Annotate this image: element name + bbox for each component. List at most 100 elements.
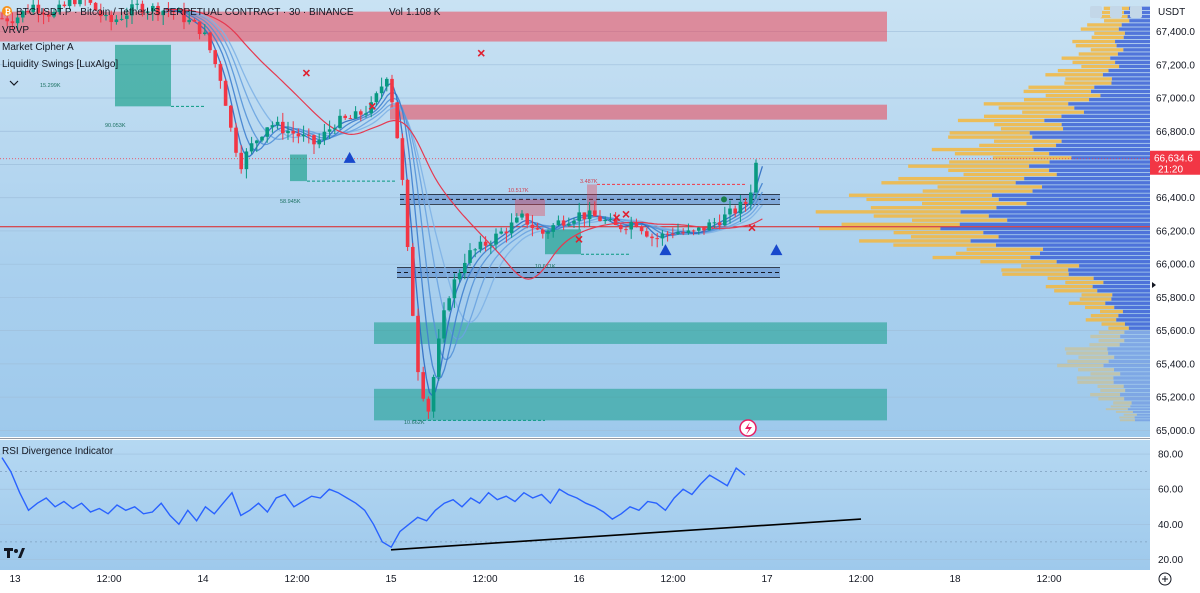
rsi-axis[interactable]: 80.00 60.00 40.00 20.00 [1158, 450, 1183, 566]
candle-body [442, 310, 446, 339]
vp-bar-down [1111, 77, 1150, 81]
vp-bar-up [1078, 52, 1118, 56]
vp-bar-down [1007, 218, 1150, 222]
candle-body [62, 4, 67, 7]
candle-body [452, 279, 457, 299]
candle-body [582, 212, 587, 220]
candle-body [218, 64, 223, 81]
alert-icon[interactable] [739, 419, 757, 437]
vp-bar-down [1113, 376, 1150, 380]
candle-body [468, 250, 472, 263]
vp-bar-down [1068, 268, 1150, 272]
candle-body [593, 210, 597, 217]
vp-bar-down [1033, 147, 1150, 152]
candle-body [379, 86, 384, 94]
sell-signal-cross [622, 210, 630, 218]
sell-signal-cross [613, 214, 621, 222]
candle-body [400, 138, 405, 180]
candle-body [41, 12, 46, 15]
indicator-market-cipher[interactable]: Market Cipher A [2, 42, 74, 53]
candle-body [31, 4, 35, 13]
volume-label: Vol [389, 7, 403, 18]
candle-body [67, 0, 72, 7]
signal-markers [302, 49, 783, 256]
candle-body [57, 4, 61, 12]
vp-bar-down [1111, 297, 1150, 301]
candle-body [426, 398, 431, 412]
time-tick-label: 17 [761, 574, 773, 585]
liquidity-box [115, 44, 171, 107]
vp-bar-down [1024, 176, 1150, 181]
candle-body [437, 338, 441, 377]
candle-body [364, 113, 368, 115]
rsi-pane-background [0, 440, 1150, 570]
symbol-title[interactable]: BTCUSDT.P · Bitcoin / TetherUS PERPETUAL… [16, 7, 354, 18]
vp-bar-up [931, 147, 1034, 152]
vp-bar-up [1087, 23, 1122, 27]
vp-bar-up [1094, 31, 1125, 35]
candle-body [15, 17, 20, 24]
candle-body [702, 227, 706, 231]
candle-body [286, 130, 290, 134]
candle-body [509, 222, 514, 234]
candle-body [359, 111, 363, 115]
candle-body [577, 212, 581, 221]
candle-body [556, 220, 561, 226]
vp-bar-up [980, 260, 1057, 264]
vp-bar-up [992, 156, 1072, 160]
candle-body [639, 226, 644, 232]
candle-body [343, 115, 347, 119]
currency-label[interactable]: USDT [1158, 7, 1185, 18]
vp-bar-up [1057, 68, 1109, 73]
vp-bar-down [1089, 98, 1150, 102]
tradingview-logo-icon[interactable] [4, 548, 25, 558]
maximize-icon[interactable] [1110, 6, 1122, 18]
vp-bar-down [1030, 255, 1150, 260]
liquidity-label: 10.517K [508, 188, 529, 194]
vp-bar-down [1093, 276, 1150, 281]
candle-body [307, 134, 311, 136]
candle-body [728, 208, 732, 215]
rsi-title[interactable]: RSI Divergence Indicator [2, 446, 114, 457]
more-icon[interactable] [1130, 6, 1142, 18]
volume-value: 1.108 K [406, 7, 441, 18]
vp-bar-up [949, 131, 1030, 135]
vp-bar-up [893, 230, 984, 235]
sell-signal-cross [575, 235, 583, 243]
indicator-vrvp[interactable]: VRVP [2, 25, 29, 36]
liquidity-box [290, 154, 307, 182]
candle-body [717, 222, 722, 226]
vp-bar-up [1054, 289, 1098, 293]
vp-bar-down [1015, 181, 1150, 185]
vp-bar-up [815, 210, 961, 214]
goto-realtime-icon[interactable] [1158, 572, 1172, 586]
candle-body [338, 115, 342, 129]
vp-bar-down [1102, 73, 1150, 77]
candle-body [177, 9, 181, 12]
candle-body [265, 127, 269, 137]
vp-bar-down [1061, 122, 1150, 127]
candle-body [676, 232, 680, 234]
sell-signal-cross [302, 69, 310, 77]
rsi-tick-label: 80.00 [1158, 450, 1183, 461]
vp-bar-up [898, 176, 1025, 181]
indicator-liquidity-swings[interactable]: Liquidity Swings [LuxAlgo] [2, 59, 118, 70]
vp-bar-up [873, 214, 989, 218]
time-axis[interactable]: 13 12:00 14 12:00 15 12:00 16 12:00 17 12:00 18 12:… [9, 574, 1062, 585]
candle-body [312, 135, 316, 145]
price-tick-label: 67,000.0 [1156, 94, 1195, 105]
candle-body [78, 0, 82, 5]
candle-body [608, 219, 613, 221]
chevron-down-icon[interactable] [9, 80, 19, 86]
candle-body [213, 50, 217, 65]
price-tick-label: 66,000.0 [1156, 260, 1195, 271]
vp-bar-down [1071, 156, 1150, 160]
move-up-icon[interactable] [1090, 6, 1102, 18]
vp-bar-down [1116, 44, 1150, 48]
price-tick-label: 65,200.0 [1156, 393, 1195, 404]
candle-body [390, 78, 394, 103]
candle-body [546, 231, 550, 234]
candle-body [353, 111, 358, 119]
